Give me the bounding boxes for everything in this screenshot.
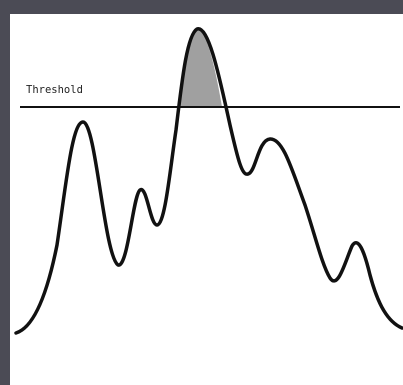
threshold-label: Threshold — [26, 84, 83, 96]
signal-curve — [14, 27, 403, 335]
